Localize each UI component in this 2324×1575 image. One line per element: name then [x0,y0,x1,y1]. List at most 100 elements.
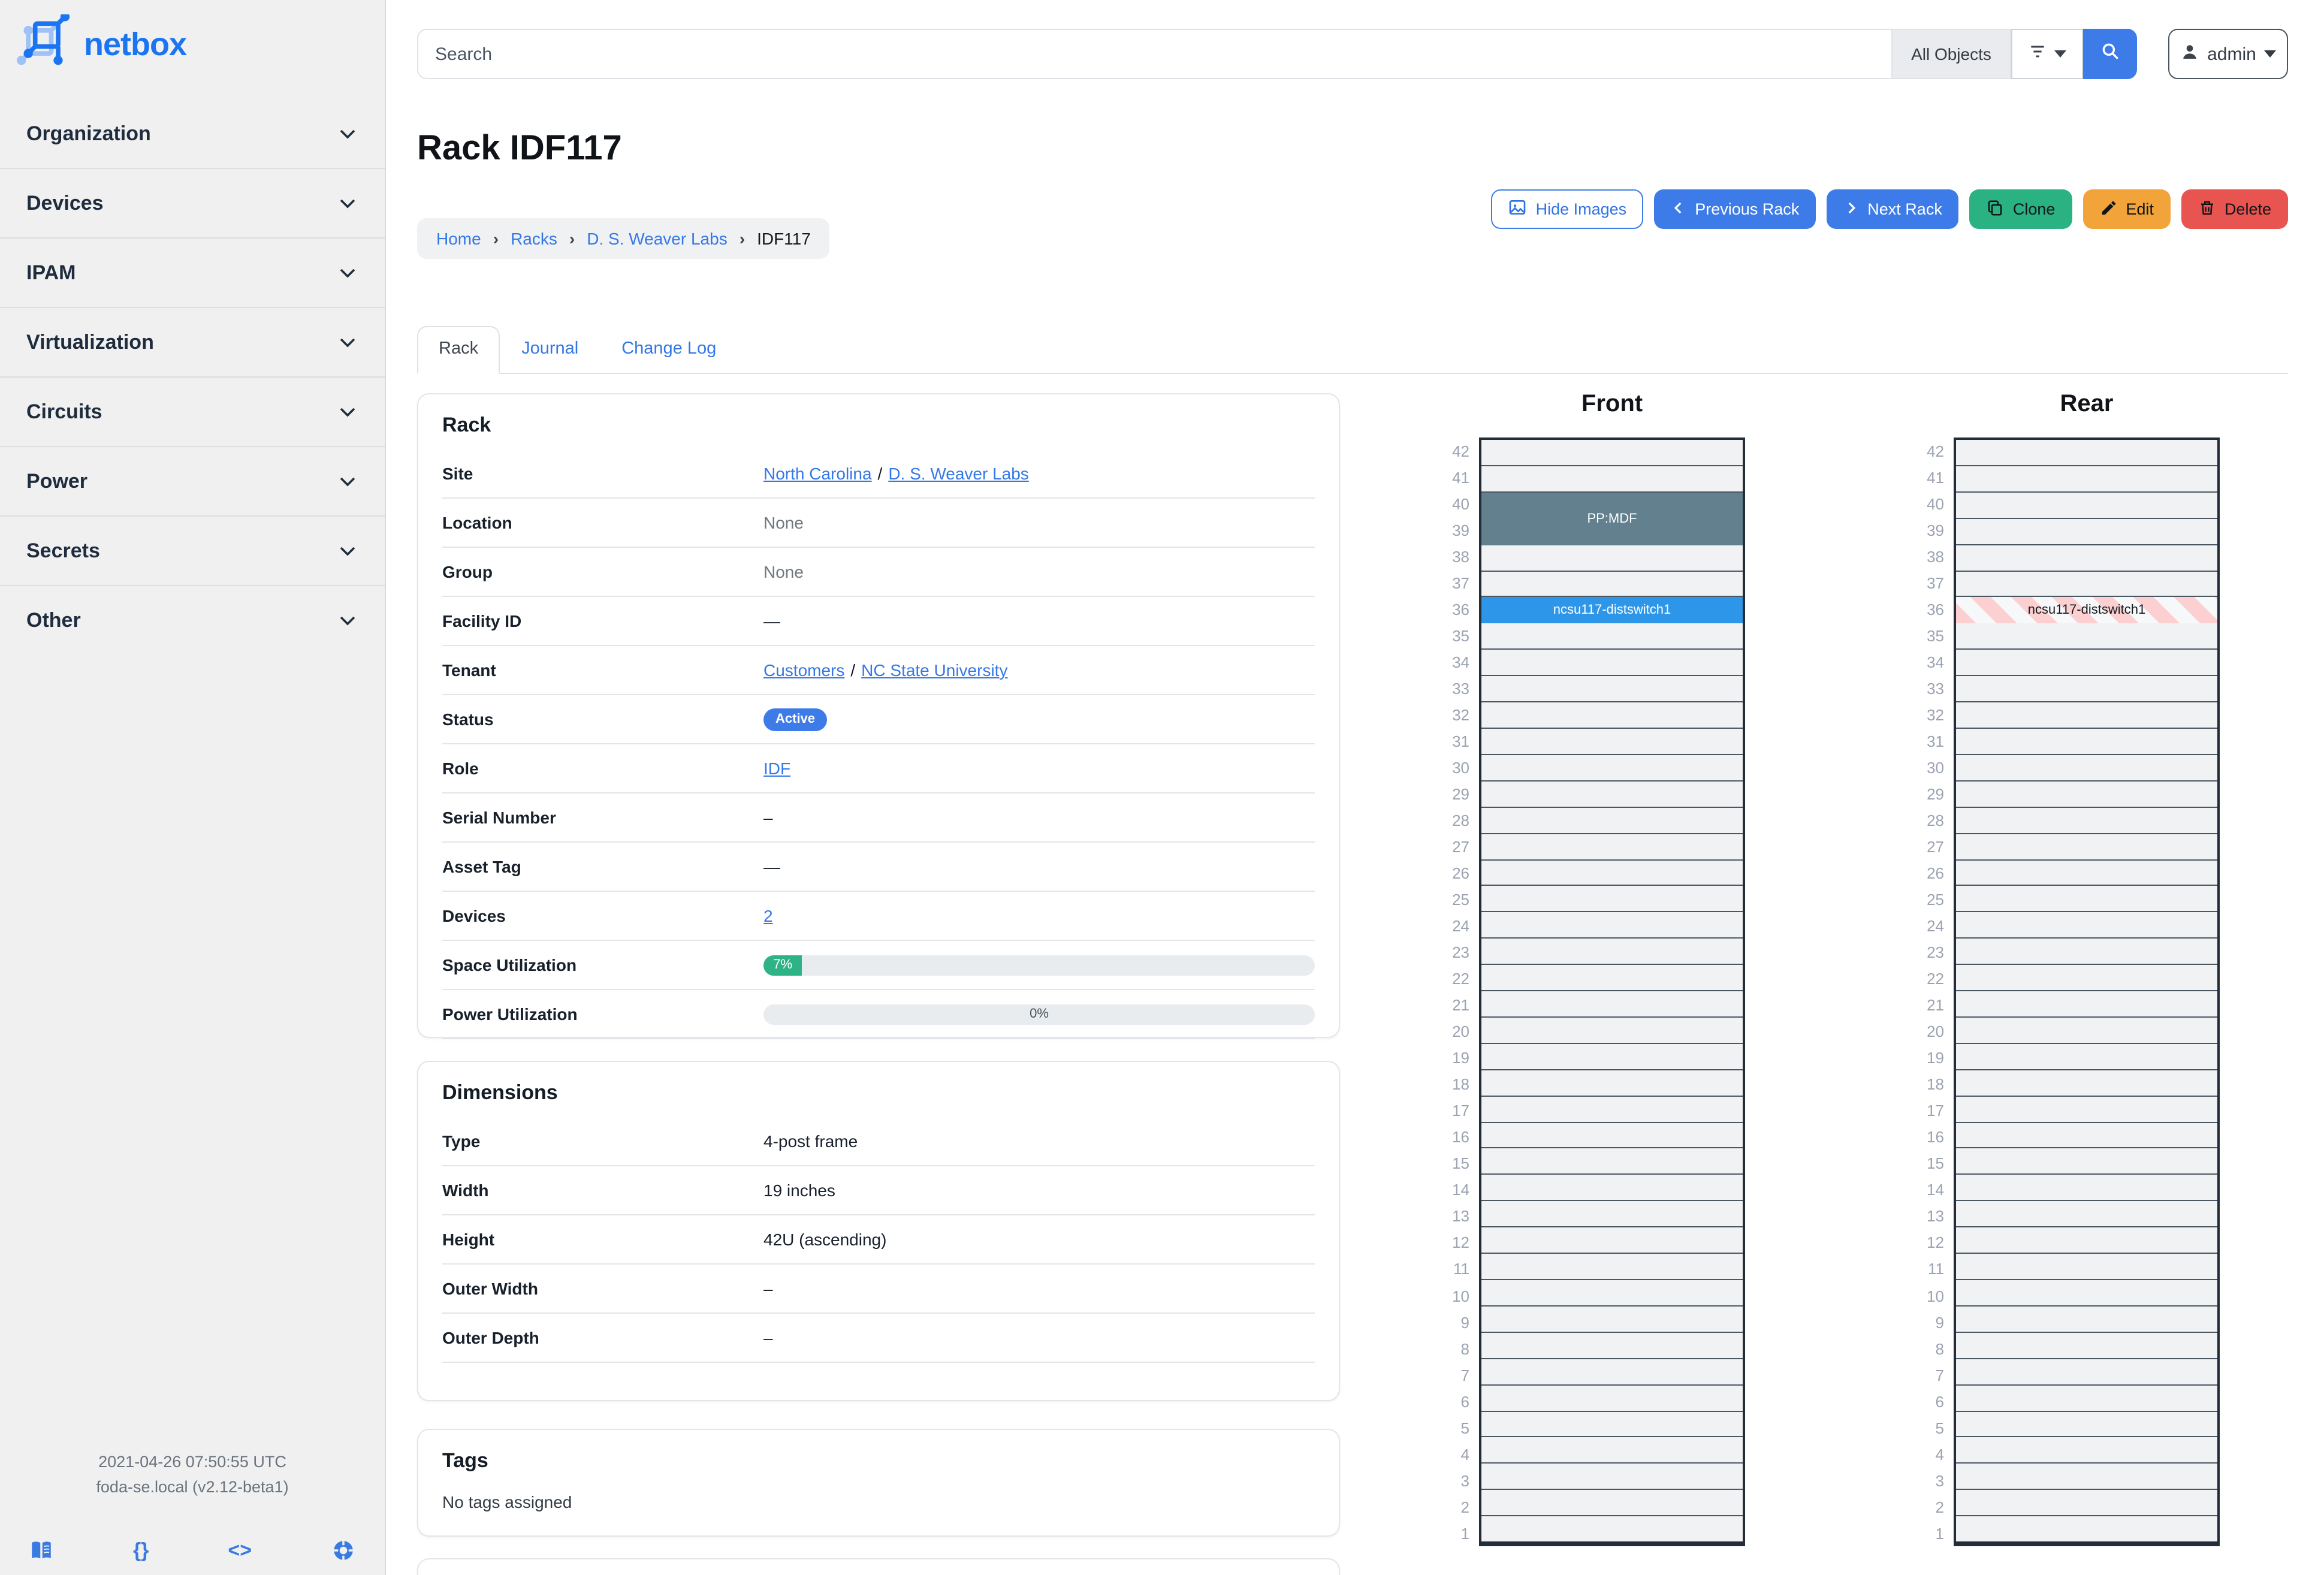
value-link[interactable]: NC State University [861,660,1008,680]
edit-button[interactable]: Edit [2082,189,2171,229]
rack-unit-slot[interactable] [1481,1069,1743,1096]
rack-unit-slot[interactable] [1481,1147,1743,1174]
rack-unit-slot[interactable] [1956,1305,2217,1332]
value-link[interactable]: D. S. Weaver Labs [888,464,1029,483]
rack-unit-slot[interactable] [1956,1462,2217,1489]
rack-unit-slot[interactable] [1956,832,2217,859]
rack-unit-slot[interactable] [1956,806,2217,833]
rack-unit-slot[interactable] [1956,780,2217,807]
sidebar-item-organization[interactable]: Organization [0,99,385,169]
rack-unit-slot[interactable] [1956,701,2217,728]
sidebar-item-devices[interactable]: Devices [0,169,385,239]
rack-unit-slot[interactable] [1481,990,1743,1016]
tab-journal[interactable]: Journal [521,339,579,358]
rack-unit-slot[interactable] [1481,1489,1743,1516]
rack-unit-slot[interactable] [1481,1095,1743,1122]
rack-unit-slot[interactable] [1481,1305,1743,1332]
support-lifebuoy-icon[interactable] [331,1538,356,1563]
user-menu-button[interactable]: admin [2168,29,2288,79]
search-filter-button[interactable] [2011,29,2083,79]
rack-unit-slot[interactable] [1481,1253,1743,1279]
sidebar-item-ipam[interactable]: IPAM [0,239,385,308]
delete-button[interactable]: Delete [2181,189,2288,229]
value-link[interactable]: North Carolina [763,464,872,483]
tab-rack[interactable]: Rack [417,326,500,374]
rack-unit-slot[interactable] [1481,622,1743,649]
rack-unit-slot[interactable] [1956,491,2217,518]
rack-unit-slot[interactable] [1481,1436,1743,1463]
rack-unit-slot[interactable] [1481,780,1743,807]
rack-device[interactable]: ncsu117-distswitch1 [1956,597,2217,624]
rack-unit-slot[interactable] [1956,464,2217,491]
rack-unit-slot[interactable] [1481,806,1743,833]
value-link[interactable]: 2 [763,906,773,925]
clone-button[interactable]: Clone [1969,189,2072,229]
rack-unit-slot[interactable] [1956,964,2217,991]
rack-unit-slot[interactable] [1956,1279,2217,1305]
rack-unit-slot[interactable] [1481,544,1743,571]
rack-unit-slot[interactable] [1956,1253,2217,1279]
rack-unit-slot[interactable] [1481,1226,1743,1253]
rack-unit-slot[interactable] [1956,1489,2217,1516]
hide-images-button[interactable]: Hide Images [1491,189,1644,229]
rack-unit-slot[interactable] [1956,990,2217,1016]
rack-unit-slot[interactable] [1956,1016,2217,1043]
rack-unit-slot[interactable] [1956,937,2217,964]
rack-unit-slot[interactable] [1956,544,2217,571]
rack-unit-slot[interactable] [1481,648,1743,675]
breadcrumb-item[interactable]: Racks [511,229,557,248]
rack-unit-slot[interactable] [1956,1173,2217,1200]
sidebar-item-virtualization[interactable]: Virtualization [0,308,385,378]
rack-unit-slot[interactable] [1956,440,2217,465]
rack-unit-slot[interactable] [1956,648,2217,675]
search-submit-button[interactable] [2083,29,2137,79]
rack-unit-slot[interactable] [1956,1095,2217,1122]
rack-unit-slot[interactable] [1481,1279,1743,1305]
rack-unit-slot[interactable] [1956,1357,2217,1384]
rack-unit-slot[interactable] [1956,675,2217,702]
rack-unit-slot[interactable] [1956,1200,2217,1227]
source-code-icon[interactable]: <> [228,1538,252,1561]
rack-unit-slot[interactable] [1481,1515,1743,1542]
breadcrumb-item[interactable]: D. S. Weaver Labs [587,229,728,248]
rack-unit-slot[interactable] [1956,1410,2217,1437]
previous-rack-button[interactable]: Previous Rack [1654,189,1816,229]
rack-unit-slot[interactable] [1481,1173,1743,1200]
rack-unit-slot[interactable] [1481,701,1743,728]
breadcrumb-item[interactable]: Home [436,229,481,248]
rack-unit-slot[interactable] [1956,1042,2217,1069]
rack-unit-slot[interactable] [1956,885,2217,912]
rack-unit-slot[interactable] [1481,1121,1743,1148]
rack-unit-slot[interactable] [1956,911,2217,938]
rack-unit-slot[interactable] [1956,1147,2217,1174]
sidebar-item-other[interactable]: Other [0,586,385,654]
rack-unit-slot[interactable] [1481,964,1743,991]
rack-unit-slot[interactable] [1956,1331,2217,1358]
tab-change-log[interactable]: Change Log [621,339,717,358]
rack-unit-slot[interactable] [1956,570,2217,596]
rack-unit-slot[interactable] [1481,1384,1743,1411]
rack-unit-slot[interactable] [1481,937,1743,964]
rack-unit-slot[interactable] [1956,1515,2217,1542]
rack-unit-slot[interactable] [1956,1384,2217,1411]
rack-unit-slot[interactable] [1481,440,1743,465]
api-braces-icon[interactable]: {} [132,1538,149,1561]
rack-unit-slot[interactable] [1481,885,1743,912]
rack-unit-slot[interactable] [1956,1226,2217,1253]
next-rack-button[interactable]: Next Rack [1827,189,1959,229]
rack-unit-slot[interactable] [1956,622,2217,649]
rack-unit-slot[interactable] [1481,675,1743,702]
rack-unit-slot[interactable] [1956,517,2217,544]
rack-unit-slot[interactable] [1481,1016,1743,1043]
rack-unit-slot[interactable] [1481,1357,1743,1384]
rack-unit-slot[interactable] [1956,1436,2217,1463]
rack-unit-slot[interactable] [1956,727,2217,754]
sidebar-item-circuits[interactable]: Circuits [0,378,385,447]
rack-unit-slot[interactable] [1481,570,1743,596]
sidebar-item-secrets[interactable]: Secrets [0,517,385,586]
rack-unit-slot[interactable] [1956,1121,2217,1148]
value-link[interactable]: IDF [763,759,791,778]
rack-unit-slot[interactable] [1481,1200,1743,1227]
rack-unit-slot[interactable] [1481,1462,1743,1489]
rack-unit-slot[interactable] [1481,1410,1743,1437]
